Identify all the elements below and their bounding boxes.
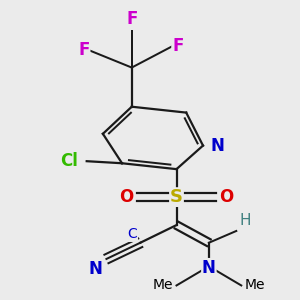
Text: F: F — [78, 41, 90, 59]
Text: F: F — [126, 11, 137, 28]
Text: Cl: Cl — [60, 152, 78, 170]
Text: O: O — [120, 188, 134, 206]
Text: N: N — [202, 259, 216, 277]
Text: O: O — [219, 188, 233, 206]
Text: H: H — [239, 213, 251, 228]
Text: N: N — [88, 260, 102, 278]
Text: N: N — [210, 136, 224, 154]
Text: Me: Me — [244, 278, 265, 292]
Text: C: C — [128, 227, 137, 241]
Text: S: S — [170, 188, 183, 206]
Text: Me: Me — [153, 278, 174, 292]
Text: F: F — [172, 38, 184, 56]
